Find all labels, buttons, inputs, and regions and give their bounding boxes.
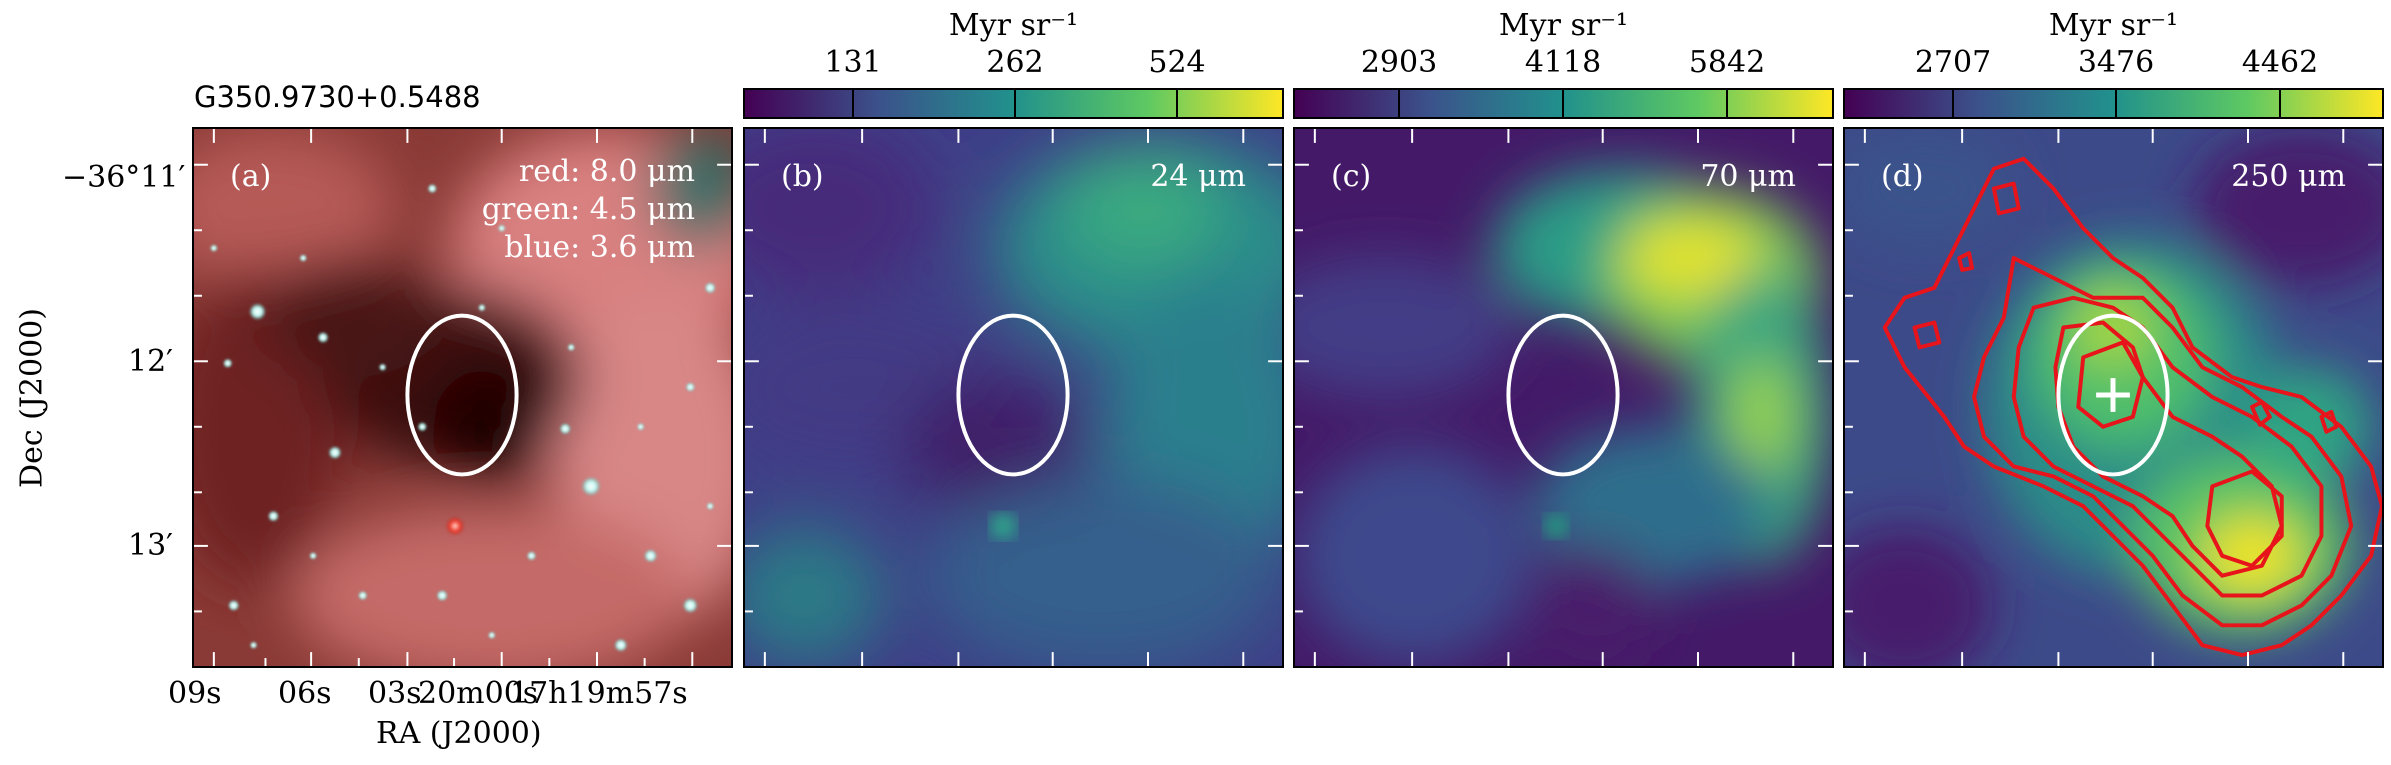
colorbar-tick-mark (1176, 88, 1178, 119)
colorbar-unit: Myr sr⁻¹ (948, 8, 1079, 43)
ra-tick-label: 03s (368, 676, 422, 711)
panel-label: (a) (230, 159, 272, 194)
colorbar-gradient (743, 88, 1284, 119)
colorbar-tick-label: 131 (824, 45, 882, 80)
colorbar-tick-mark (1014, 88, 1016, 119)
band-legend: red: 8.0 μm green: 4.5 μm blue: 3.6 μm (482, 153, 695, 267)
band-blue-label: blue: 3.6 μm (504, 230, 695, 265)
panel-label: (d) (1881, 159, 1924, 194)
wavelength-label: 250 μm (2231, 159, 2346, 194)
dec-tick-label: 12′ (128, 344, 173, 379)
y-axis-label: Dec (J2000) (14, 308, 50, 488)
band-green-label: green: 4.5 μm (481, 192, 695, 227)
colorbar-tick-label: 262 (986, 45, 1044, 80)
map-70um (1295, 129, 1832, 666)
ra-tick-label: 09s (168, 676, 222, 711)
map-24um (745, 129, 1282, 666)
colorbar-tick-mark (1726, 88, 1728, 119)
rgb-composite-image (194, 129, 731, 666)
ra-tick-label: 06s (278, 676, 332, 711)
source-ellipse (405, 313, 519, 477)
x-axis-label: RA (J2000) (376, 716, 542, 751)
source-ellipse (1506, 313, 1620, 477)
colorbar-tick-label: 2903 (1360, 45, 1438, 80)
wavelength-label: 70 μm (1700, 159, 1796, 194)
colorbar-tick-mark (1952, 88, 1954, 119)
colorbar-tick-label: 4462 (2241, 45, 2319, 80)
source-name: G350.9730+0.5488 (194, 80, 481, 114)
peak-cross-marker (2096, 378, 2130, 412)
panel-a-rgb-image: (a) red: 8.0 μm green: 4.5 μm blue: 3.6 … (192, 127, 733, 668)
colorbar-gradient (1843, 88, 2384, 119)
colorbar-tick-label: 2707 (1914, 45, 1992, 80)
panel-label: (b) (781, 159, 824, 194)
colorbar-tick-label: 5842 (1688, 45, 1766, 80)
colorbar-tick-mark (2115, 88, 2117, 119)
ra-tick-label: 17h19m57s (510, 676, 688, 711)
source-ellipse (2056, 313, 2170, 477)
colorbar-tick-label: 524 (1148, 45, 1206, 80)
colorbar-tick-label: 4118 (1524, 45, 1602, 80)
dec-tick-label: −36°11′ (62, 160, 186, 195)
ra-tick-label: 20m00s (418, 676, 539, 711)
panel-label: (c) (1331, 159, 1372, 194)
colorbar-tick-mark (852, 88, 854, 119)
panel-b-24um-image: (b) 24 μm (743, 127, 1284, 668)
band-red-label: red: 8.0 μm (518, 154, 695, 189)
source-ellipse (956, 313, 1070, 477)
colorbar-tick-label: 3476 (2077, 45, 2155, 80)
panel-d-250um-image: (d) 250 μm (1843, 127, 2384, 668)
wavelength-label: 24 μm (1150, 159, 1246, 194)
colorbar-tick-mark (2279, 88, 2281, 119)
colorbar-tick-mark (1562, 88, 1564, 119)
colorbar-unit: Myr sr⁻¹ (2048, 8, 2179, 43)
map-250um (1845, 129, 2382, 666)
panel-c-70um-image: (c) 70 μm (1293, 127, 1834, 668)
dec-tick-label: 13′ (128, 528, 173, 563)
colorbar-tick-mark (1398, 88, 1400, 119)
colorbar-unit: Myr sr⁻¹ (1498, 8, 1629, 43)
